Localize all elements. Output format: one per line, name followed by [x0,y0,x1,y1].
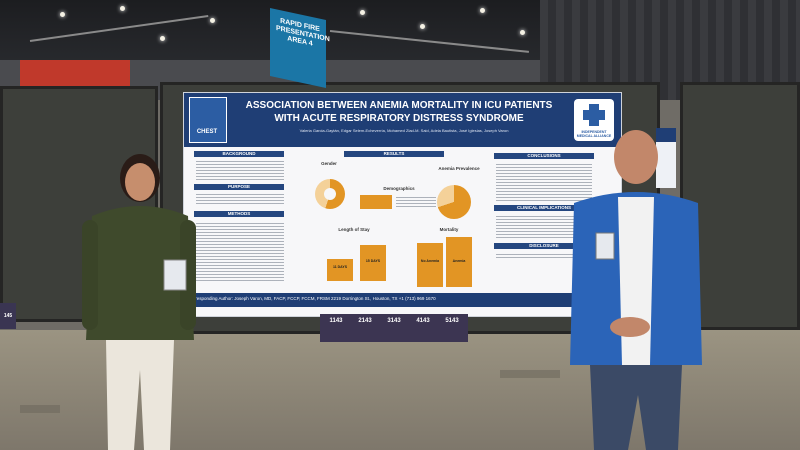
ceiling-light [60,12,65,17]
red-wall-panel [20,60,130,88]
research-poster: CHEST INDEPENDENT MEDICAL ALLIANCE ASSOC… [183,92,622,317]
stat-value: 4143 [416,318,430,324]
stats-strip [320,314,468,342]
mortality-chart-title: Mortality [439,227,459,232]
mortality-bar [446,237,472,287]
gender-chart-title: Gender [321,161,337,166]
ceiling-light [210,18,215,23]
section-conclusions: CONCLUSIONS [494,153,594,159]
section-purpose: PURPOSE [194,184,284,190]
ceiling-light [520,30,525,35]
mortality-bar-label: No Anemia [420,259,440,263]
anemia-chart-title: Anemia Prevalence [438,166,480,171]
poster-footer [184,293,621,307]
background-text [196,159,284,181]
ceiling-light [420,24,425,29]
conclusions-text [496,162,592,202]
stat-value: 2143 [358,318,372,324]
demographics-chart-title: Demographics [383,186,415,191]
anemia-pie [437,185,471,219]
poster-authors: Valeria Garcia-Gaytán, Edgar Selem-Echev… [299,128,509,133]
presenter-man [570,130,702,450]
ceiling-light [120,6,125,11]
section-methods: METHODS [194,211,284,217]
purpose-text [196,192,284,206]
ceiling-light [360,10,365,15]
demographics-bar [360,195,392,209]
los-bar-label: 11 DAYS [332,265,348,269]
mortality-bar [417,243,443,287]
stat-value: 3143 [387,318,401,324]
mortality-bar-label: Anemia [452,259,466,263]
stat-value: 1143 [329,318,343,324]
demographics-values [396,195,436,209]
left-board-number: 145 [0,303,16,329]
los-bar [360,245,386,281]
disclosure-text [496,252,592,258]
los-bar-label: 15 DAYS [365,259,381,263]
side-poster [656,128,676,188]
poster-header [184,93,621,147]
section-disclosure: DISCLOSURE [494,243,594,249]
ima-logo-text: INDEPENDENT MEDICAL ALLIANCE [576,130,612,138]
los-chart-title: Length of Stay [338,227,370,232]
chest-logo [189,97,227,143]
ceiling-light [160,36,165,41]
section-background: BACKGROUND [194,151,284,157]
section-clinical-implications: CLINICAL IMPLICATIONS [494,205,594,211]
floor-tile [20,405,60,413]
gender-donut-hole [324,188,336,200]
poster-footer-text: Corresponding Author: Joseph Varon, MD, … [188,296,436,301]
section-results: RESULTS [344,151,444,157]
chest-logo-text: CHEST [196,129,218,135]
ceiling-light [480,8,485,13]
presenter-woman [82,154,196,450]
stat-value: 5143 [445,318,459,324]
poster-title: ASSOCIATION BETWEEN ANEMIA MORTALITY IN … [245,100,553,124]
los-bar [327,259,353,281]
floor-tile [500,370,560,378]
methods-text [196,221,284,281]
medical-cross-icon [583,104,605,126]
ima-logo [574,99,614,141]
side-poster-header [656,128,676,142]
